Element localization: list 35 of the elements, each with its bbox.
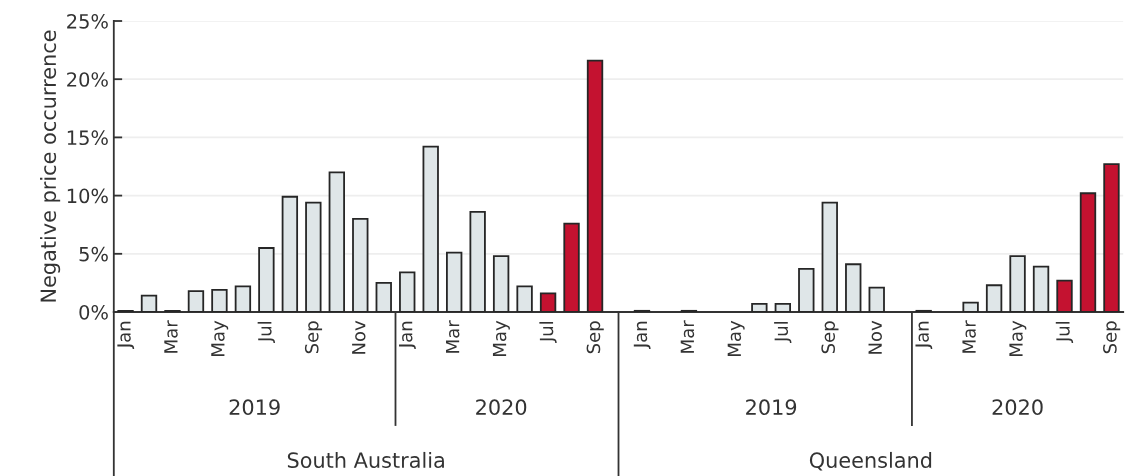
- x-tick-label: Jul: [774, 322, 792, 344]
- x-tick-label: Sep: [304, 321, 323, 354]
- x-tick-label: Jul: [1055, 322, 1074, 344]
- x-tick-label: Nov: [868, 320, 882, 354]
- x-tick-label: Nov: [352, 320, 366, 354]
- x-tick-label: Mar: [164, 320, 178, 353]
- y-axis-title: Negative price occurrence: [40, 30, 61, 302]
- y-tick-label: 5%: [79, 246, 108, 262]
- y-tick-label: 10%: [67, 188, 108, 204]
- x-tick-label: Mar: [680, 320, 695, 353]
- text: Queensland: [809, 451, 932, 471]
- x-tick-label: Sep: [586, 321, 604, 354]
- x-tick-label: Sep: [1103, 321, 1121, 354]
- y-tick-label: 15%: [67, 130, 108, 146]
- x-tick-label: May: [1009, 320, 1027, 356]
- y-tick-label: 0%: [79, 304, 108, 320]
- x-tick-label: May: [727, 320, 745, 356]
- x-tick-label: Jan: [117, 321, 135, 350]
- x-tick-label: Jul: [539, 322, 557, 344]
- x-tick-label: Sep: [821, 321, 839, 354]
- x-tick-label: Jan: [633, 321, 651, 350]
- text: 2020: [992, 399, 1043, 416]
- x-tick-label: May: [492, 320, 510, 356]
- y-tick-label: 25%: [67, 13, 108, 29]
- x-tick-label: Mar: [446, 320, 460, 353]
- x-tick-label: Mar: [962, 320, 976, 353]
- x-tick-label: Jan: [399, 321, 416, 350]
- text: 2019: [229, 399, 280, 416]
- y-tick-label: 20%: [67, 72, 108, 87]
- x-tick-label: May: [211, 320, 229, 356]
- x-tick-label: Jul: [257, 322, 275, 344]
- text: 2020: [476, 399, 527, 416]
- text: South Australia: [287, 451, 444, 469]
- x-tick-label: Jan: [915, 321, 933, 350]
- text: 2019: [746, 399, 797, 416]
